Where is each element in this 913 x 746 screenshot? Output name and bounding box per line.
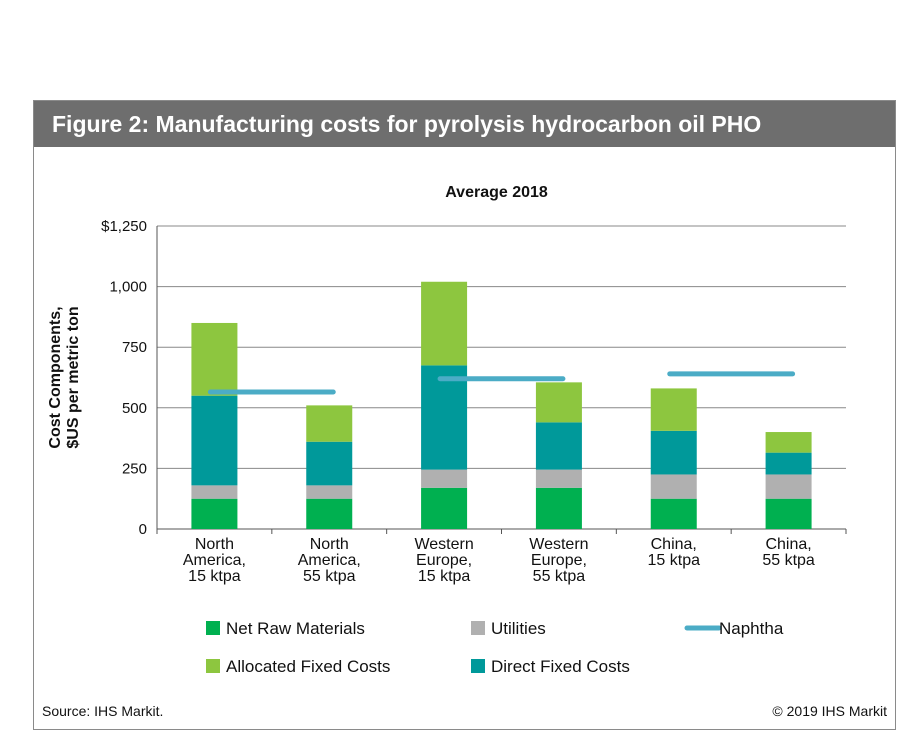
x-tick-label: 15 ktpa [418,568,471,585]
x-tick-label: America, [183,552,246,569]
x-tick-label: 55 ktpa [533,568,586,585]
bar-segment [650,498,697,529]
x-tick-label: China, [651,536,697,553]
legend-label: Direct Fixed Costs [491,657,630,676]
chart-title: Average 2018 [445,184,548,201]
figure-title: Figure 2: Manufacturing costs for pyroly… [34,101,895,147]
x-tick-label: North [195,536,234,553]
legend-label: Net Raw Materials [226,619,365,638]
bar-segment [191,498,238,529]
x-tick-label: Europe, [416,552,472,569]
y-tick-label: $1,250 [101,218,147,235]
bar-segment [765,452,812,475]
x-tick-label: Europe, [531,552,587,569]
bar-segment [650,474,697,499]
bar-segment [765,432,812,453]
bar-segment [535,469,582,488]
x-tick-label: 55 ktpa [303,568,356,585]
y-axis-label: $US per metric ton [65,306,82,448]
y-axis-label: Cost Components, [47,306,64,448]
copyright-note: © 2019 IHS Markit [772,703,887,719]
bar-segment [306,441,353,486]
bar-segment [306,485,353,499]
legend-label: Naphtha [719,619,784,638]
figure-frame: Figure 2: Manufacturing costs for pyroly… [33,100,896,730]
legend-marker-square [206,621,220,635]
bar-segment [765,474,812,499]
bar-segment [421,469,468,488]
source-note: Source: IHS Markit. [42,703,164,719]
y-tick-label: 750 [122,339,147,356]
y-tick-label: 500 [122,400,147,417]
x-tick-label: North [310,536,349,553]
bar-segment [421,281,468,366]
bar-segment [306,498,353,529]
x-tick-label: America, [298,552,361,569]
legend-marker-square [206,659,220,673]
bar-segment [306,405,353,442]
legend-label: Utilities [491,619,546,638]
x-tick-label: 15 ktpa [648,552,701,569]
bar-segment [535,382,582,423]
x-tick-label: 55 ktpa [762,552,815,569]
legend-marker-square [471,621,485,635]
bar-segment [765,498,812,529]
stacked-bar-chart: Average 2018 0 250 500 750 1,000 $1,250 Cost Co… [47,184,847,676]
x-tick-label: Western [529,536,588,553]
x-tick-label: China, [765,536,811,553]
bar-segment [421,365,468,470]
legend-marker-square [471,659,485,673]
bar-segment [650,430,697,475]
x-tick-label: 15 ktpa [188,568,241,585]
bar-segment [650,388,697,431]
bar-segment [421,487,468,529]
y-tick-label: 250 [122,460,147,477]
legend-label: Allocated Fixed Costs [226,657,390,676]
bar-segment [535,422,582,470]
bar-segment [535,487,582,529]
bar-segment [191,485,238,499]
x-tick-label: Western [414,536,473,553]
bar-segment [191,322,238,396]
bar-segment [191,395,238,486]
y-tick-label: 0 [139,521,147,538]
y-tick-label: 1,000 [109,279,147,296]
